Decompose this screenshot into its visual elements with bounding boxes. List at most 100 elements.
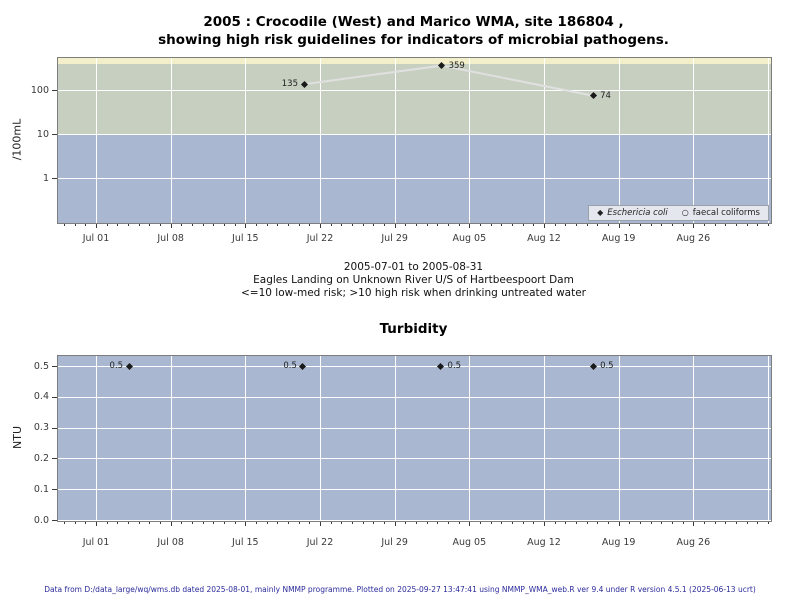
x-axis-major-tick [96, 522, 97, 526]
x-axis-major-tick [96, 224, 97, 228]
vertical-gridline [96, 356, 97, 521]
x-axis-major-tick [693, 224, 695, 228]
chart-subtitle: 2005-07-01 to 2005-08-31 Eagles Landing … [57, 261, 770, 300]
x-axis-major-tick [320, 522, 321, 526]
horizontal-gridline [58, 366, 771, 367]
x-axis-minor-tick [768, 522, 769, 524]
x-axis-minor-tick [362, 522, 364, 524]
turbidity-plot-area: 0.5 0.5 0.5 0.5 [58, 356, 771, 521]
x-axis-tick-label: Jul 01 [82, 537, 110, 548]
x-axis-major-tick [170, 522, 172, 526]
vertical-gridline [96, 58, 97, 223]
x-axis-minor-tick [74, 224, 76, 226]
vertical-gridline [544, 58, 545, 223]
x-axis-minor-tick [757, 224, 759, 226]
x-axis-minor-tick [330, 224, 332, 226]
legend-box: ◆ Eschericia coli ○ faecal coliforms [588, 205, 769, 221]
x-axis-minor-tick [149, 224, 151, 226]
x-axis-minor-tick [416, 224, 417, 226]
x-axis-minor-tick [277, 522, 279, 524]
x-axis-minor-tick [63, 522, 65, 524]
microbial-plot-area: 135 359 74 [58, 58, 771, 223]
x-axis-major-tick [394, 522, 396, 526]
x-axis-tick-label: Jul 08 [157, 537, 184, 548]
x-axis-minor-tick [597, 522, 599, 524]
x-axis-minor-tick [63, 224, 65, 226]
x-axis-minor-tick [106, 224, 108, 226]
y-axis-tick [52, 458, 57, 460]
x-axis-minor-tick [202, 224, 204, 226]
legend-entry: ◆ Eschericia coli [597, 208, 668, 218]
x-axis-minor-tick [522, 224, 524, 226]
x-axis-minor-tick [554, 522, 556, 524]
vertical-gridline [170, 356, 172, 521]
x-axis-minor-tick [85, 522, 87, 524]
x-axis-tick-label: Aug 26 [676, 233, 711, 244]
x-axis-minor-tick [757, 522, 759, 524]
x-axis-tick-label: Jul 29 [381, 537, 408, 548]
subtitle-risk-guideline: <=10 low-med risk; >10 high risk when dr… [240, 287, 587, 299]
legend-entry: ○ faecal coliforms [682, 208, 760, 218]
x-axis-minor-tick [160, 224, 161, 226]
horizontal-gridline [58, 178, 771, 179]
x-axis-minor-tick [74, 522, 76, 524]
y-axis-tick [52, 520, 57, 521]
x-axis-minor-tick [458, 224, 460, 226]
x-axis-minor-tick [277, 224, 279, 226]
x-axis-minor-tick [522, 522, 524, 524]
vertical-gridline [693, 58, 695, 223]
x-axis-minor-tick [650, 224, 652, 226]
x-axis-minor-tick [128, 224, 129, 226]
x-axis-major-tick [320, 224, 321, 228]
x-axis-tick-label: Jul 01 [82, 233, 110, 244]
x-axis-minor-tick [309, 522, 311, 524]
x-axis-minor-tick [426, 224, 428, 226]
subtitle-date-range: 2005-07-01 to 2005-08-31 [343, 261, 484, 273]
x-axis-minor-tick [458, 522, 460, 524]
x-axis-major-tick [245, 224, 247, 228]
x-axis-tick-label: Aug 26 [676, 537, 711, 548]
y-axis-tick-label: 0.0 [33, 514, 49, 526]
vertical-gridline [768, 356, 769, 521]
x-axis-minor-tick [373, 522, 375, 524]
horizontal-gridline [58, 90, 771, 91]
data-point-label: 74 [600, 90, 611, 101]
x-axis-minor-tick [640, 224, 641, 226]
filled-diamond-icon: ◆ [597, 208, 604, 217]
x-axis-tick-label: Aug 19 [601, 233, 636, 244]
x-axis-minor-tick [565, 224, 567, 226]
vertical-gridline [245, 58, 247, 223]
horizontal-gridline [58, 134, 771, 135]
data-point-marker [589, 362, 597, 370]
x-axis-minor-tick [384, 522, 385, 524]
x-axis-minor-tick [106, 522, 108, 524]
horizontal-gridline [58, 489, 771, 491]
x-axis-tick-label: Jul 29 [381, 233, 408, 244]
x-axis-minor-tick [117, 522, 119, 524]
y-axis-tick [52, 427, 57, 429]
data-point-label: 0.5 [283, 361, 297, 371]
x-axis-minor-tick [330, 522, 332, 524]
x-axis-minor-tick [234, 224, 236, 226]
vertical-gridline [320, 356, 321, 521]
x-axis-minor-tick [341, 224, 343, 226]
very-high-risk-band [58, 58, 771, 64]
x-axis-minor-tick [746, 224, 748, 226]
vertical-gridline [618, 356, 620, 521]
x-axis-minor-tick [437, 224, 439, 226]
x-axis-minor-tick [501, 522, 503, 524]
x-axis-tick-label: Aug 12 [527, 537, 561, 548]
x-axis-minor-tick [234, 522, 236, 524]
x-axis-minor-tick [682, 224, 684, 226]
x-axis-minor-tick [704, 224, 705, 226]
x-axis-minor-tick [256, 522, 257, 524]
data-point-marker [125, 362, 133, 370]
x-axis-minor-tick [586, 522, 588, 524]
data-point-marker [299, 362, 307, 370]
x-axis-tick-label: Jul 08 [157, 233, 184, 244]
x-axis-tick-label: Jul 22 [306, 233, 334, 244]
x-axis-tick-label: Jul 15 [232, 537, 259, 548]
x-axis-minor-tick [586, 224, 588, 226]
y-axis-tick [52, 366, 57, 367]
